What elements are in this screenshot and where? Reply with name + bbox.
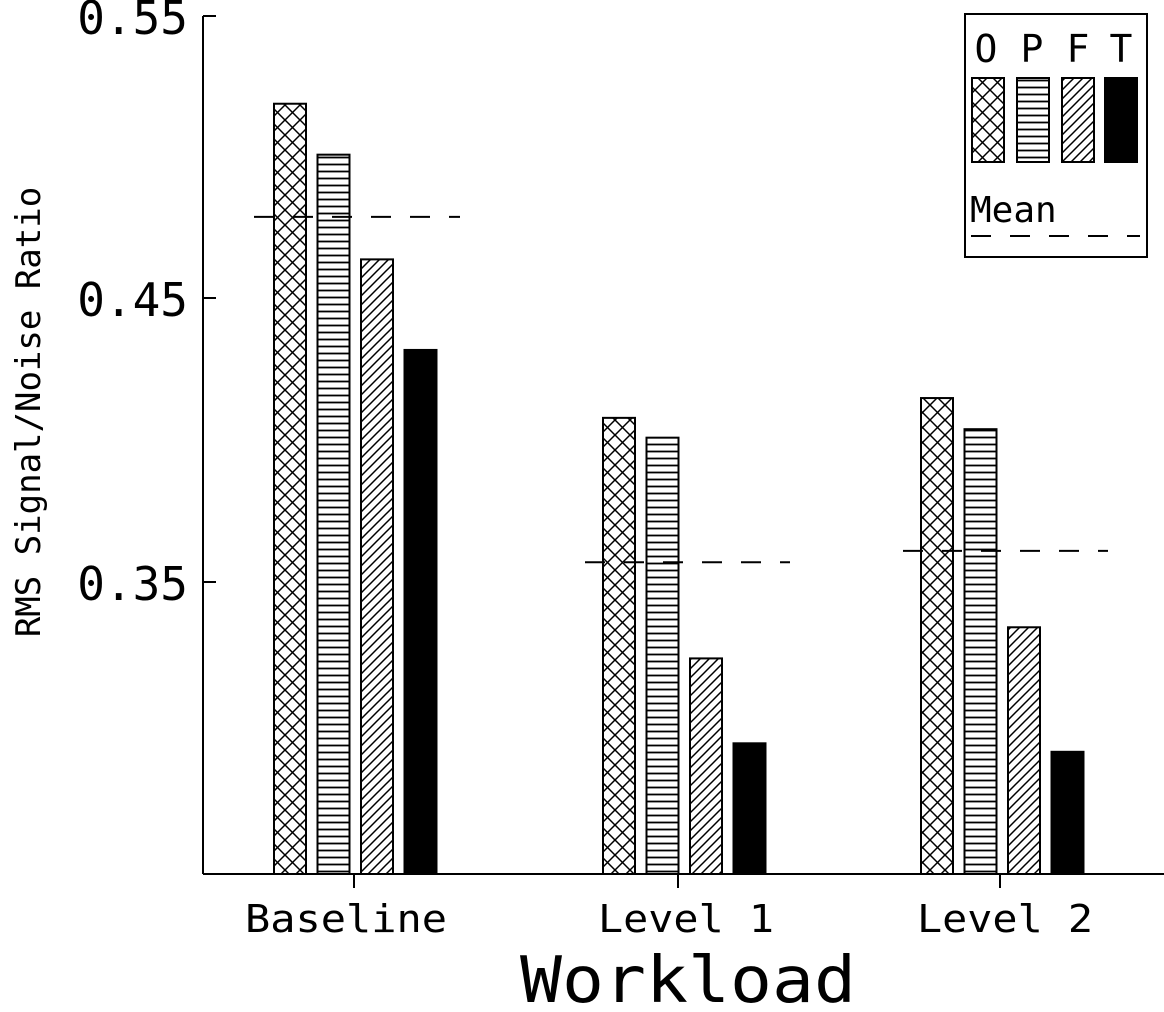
legend-swatch-f <box>1061 77 1095 163</box>
bar-group <box>273 102 1085 876</box>
x-axis-label: Workload <box>520 944 856 1012</box>
bar-p-level-1 <box>645 436 680 875</box>
legend-label-f: F <box>1067 27 1090 71</box>
bar-t-level-1 <box>732 742 767 875</box>
legend-label-t: T <box>1110 27 1133 71</box>
bar-f-baseline <box>360 258 394 875</box>
x-category-label-level-2: Level 2 <box>917 897 1093 941</box>
legend-mean-label: Mean <box>970 190 1057 231</box>
y-tick-label-2: 0.35 <box>77 557 188 611</box>
bar-p-level-2 <box>963 428 998 875</box>
bar-f-level-2 <box>1007 626 1041 876</box>
legend-swatch-t <box>1104 77 1138 163</box>
bar-f-level-1 <box>689 657 723 875</box>
legend: O P F T Mean <box>964 13 1148 258</box>
bar-t-baseline <box>403 348 438 875</box>
bar-o-level-1 <box>602 416 636 875</box>
bar-p-baseline <box>316 153 351 876</box>
x-category-label-level-1: Level 1 <box>598 897 774 941</box>
bar-o-level-2 <box>920 397 954 875</box>
legend-swatch-o <box>971 77 1005 163</box>
legend-label-p: P <box>1021 27 1044 71</box>
y-tick-label-0: 0.55 <box>77 0 188 45</box>
bar-t-level-2 <box>1050 750 1085 875</box>
bar-o-baseline <box>273 102 307 876</box>
y-axis-label: RMS Signal/Noise Ratio <box>9 187 49 637</box>
x-category-label-baseline: Baseline <box>245 897 447 941</box>
legend-swatch-p <box>1016 77 1050 163</box>
legend-label-o: O <box>975 27 998 71</box>
y-tick-label-1: 0.45 <box>77 273 188 327</box>
mean-line-group <box>254 215 1108 564</box>
